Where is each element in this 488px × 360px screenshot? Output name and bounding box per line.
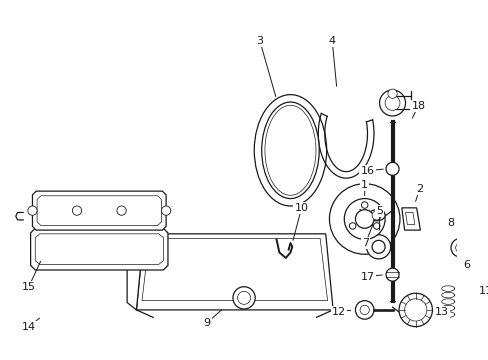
- Circle shape: [72, 206, 81, 215]
- Text: 18: 18: [410, 101, 425, 111]
- Text: 10: 10: [294, 203, 308, 213]
- Text: 17: 17: [360, 271, 374, 282]
- Text: 12: 12: [331, 307, 345, 317]
- Polygon shape: [401, 208, 420, 230]
- Text: 7: 7: [361, 238, 368, 248]
- Text: 5: 5: [375, 206, 382, 216]
- Text: 13: 13: [434, 307, 448, 317]
- Polygon shape: [405, 212, 414, 225]
- Circle shape: [361, 202, 367, 208]
- Circle shape: [461, 303, 474, 316]
- Circle shape: [385, 268, 398, 281]
- Circle shape: [161, 206, 170, 215]
- Circle shape: [385, 162, 398, 175]
- Circle shape: [366, 235, 390, 259]
- Circle shape: [371, 240, 385, 253]
- Polygon shape: [35, 234, 163, 265]
- Circle shape: [28, 206, 37, 215]
- Circle shape: [404, 299, 426, 321]
- Ellipse shape: [254, 95, 326, 206]
- Circle shape: [460, 289, 475, 303]
- Text: 8: 8: [447, 218, 454, 228]
- Circle shape: [371, 211, 381, 220]
- Circle shape: [373, 223, 379, 229]
- Polygon shape: [31, 228, 167, 270]
- Text: 16: 16: [360, 166, 374, 176]
- Circle shape: [379, 90, 405, 116]
- Text: 11: 11: [477, 286, 488, 296]
- Text: 15: 15: [22, 282, 36, 292]
- Text: 14: 14: [21, 321, 36, 332]
- Circle shape: [398, 293, 431, 327]
- Text: 4: 4: [328, 36, 335, 46]
- Circle shape: [385, 95, 399, 111]
- Polygon shape: [127, 234, 143, 310]
- Ellipse shape: [264, 105, 315, 195]
- Circle shape: [464, 292, 471, 300]
- Text: 6: 6: [462, 260, 469, 270]
- Circle shape: [344, 199, 385, 239]
- Circle shape: [465, 307, 471, 313]
- Circle shape: [349, 223, 355, 229]
- Circle shape: [329, 184, 399, 254]
- Text: 3: 3: [256, 36, 263, 46]
- Text: 1: 1: [361, 180, 367, 190]
- Ellipse shape: [261, 102, 319, 199]
- Text: 2: 2: [415, 184, 422, 194]
- Polygon shape: [136, 234, 332, 310]
- Circle shape: [117, 206, 126, 215]
- Circle shape: [237, 291, 250, 304]
- Polygon shape: [37, 196, 161, 225]
- Circle shape: [232, 287, 255, 309]
- Circle shape: [355, 210, 373, 228]
- Polygon shape: [32, 191, 166, 230]
- Text: 9: 9: [203, 318, 210, 328]
- Circle shape: [455, 243, 464, 252]
- Circle shape: [355, 301, 373, 319]
- Ellipse shape: [367, 210, 385, 221]
- Polygon shape: [142, 238, 327, 301]
- Circle shape: [450, 238, 468, 257]
- Circle shape: [387, 89, 396, 98]
- Circle shape: [359, 305, 368, 315]
